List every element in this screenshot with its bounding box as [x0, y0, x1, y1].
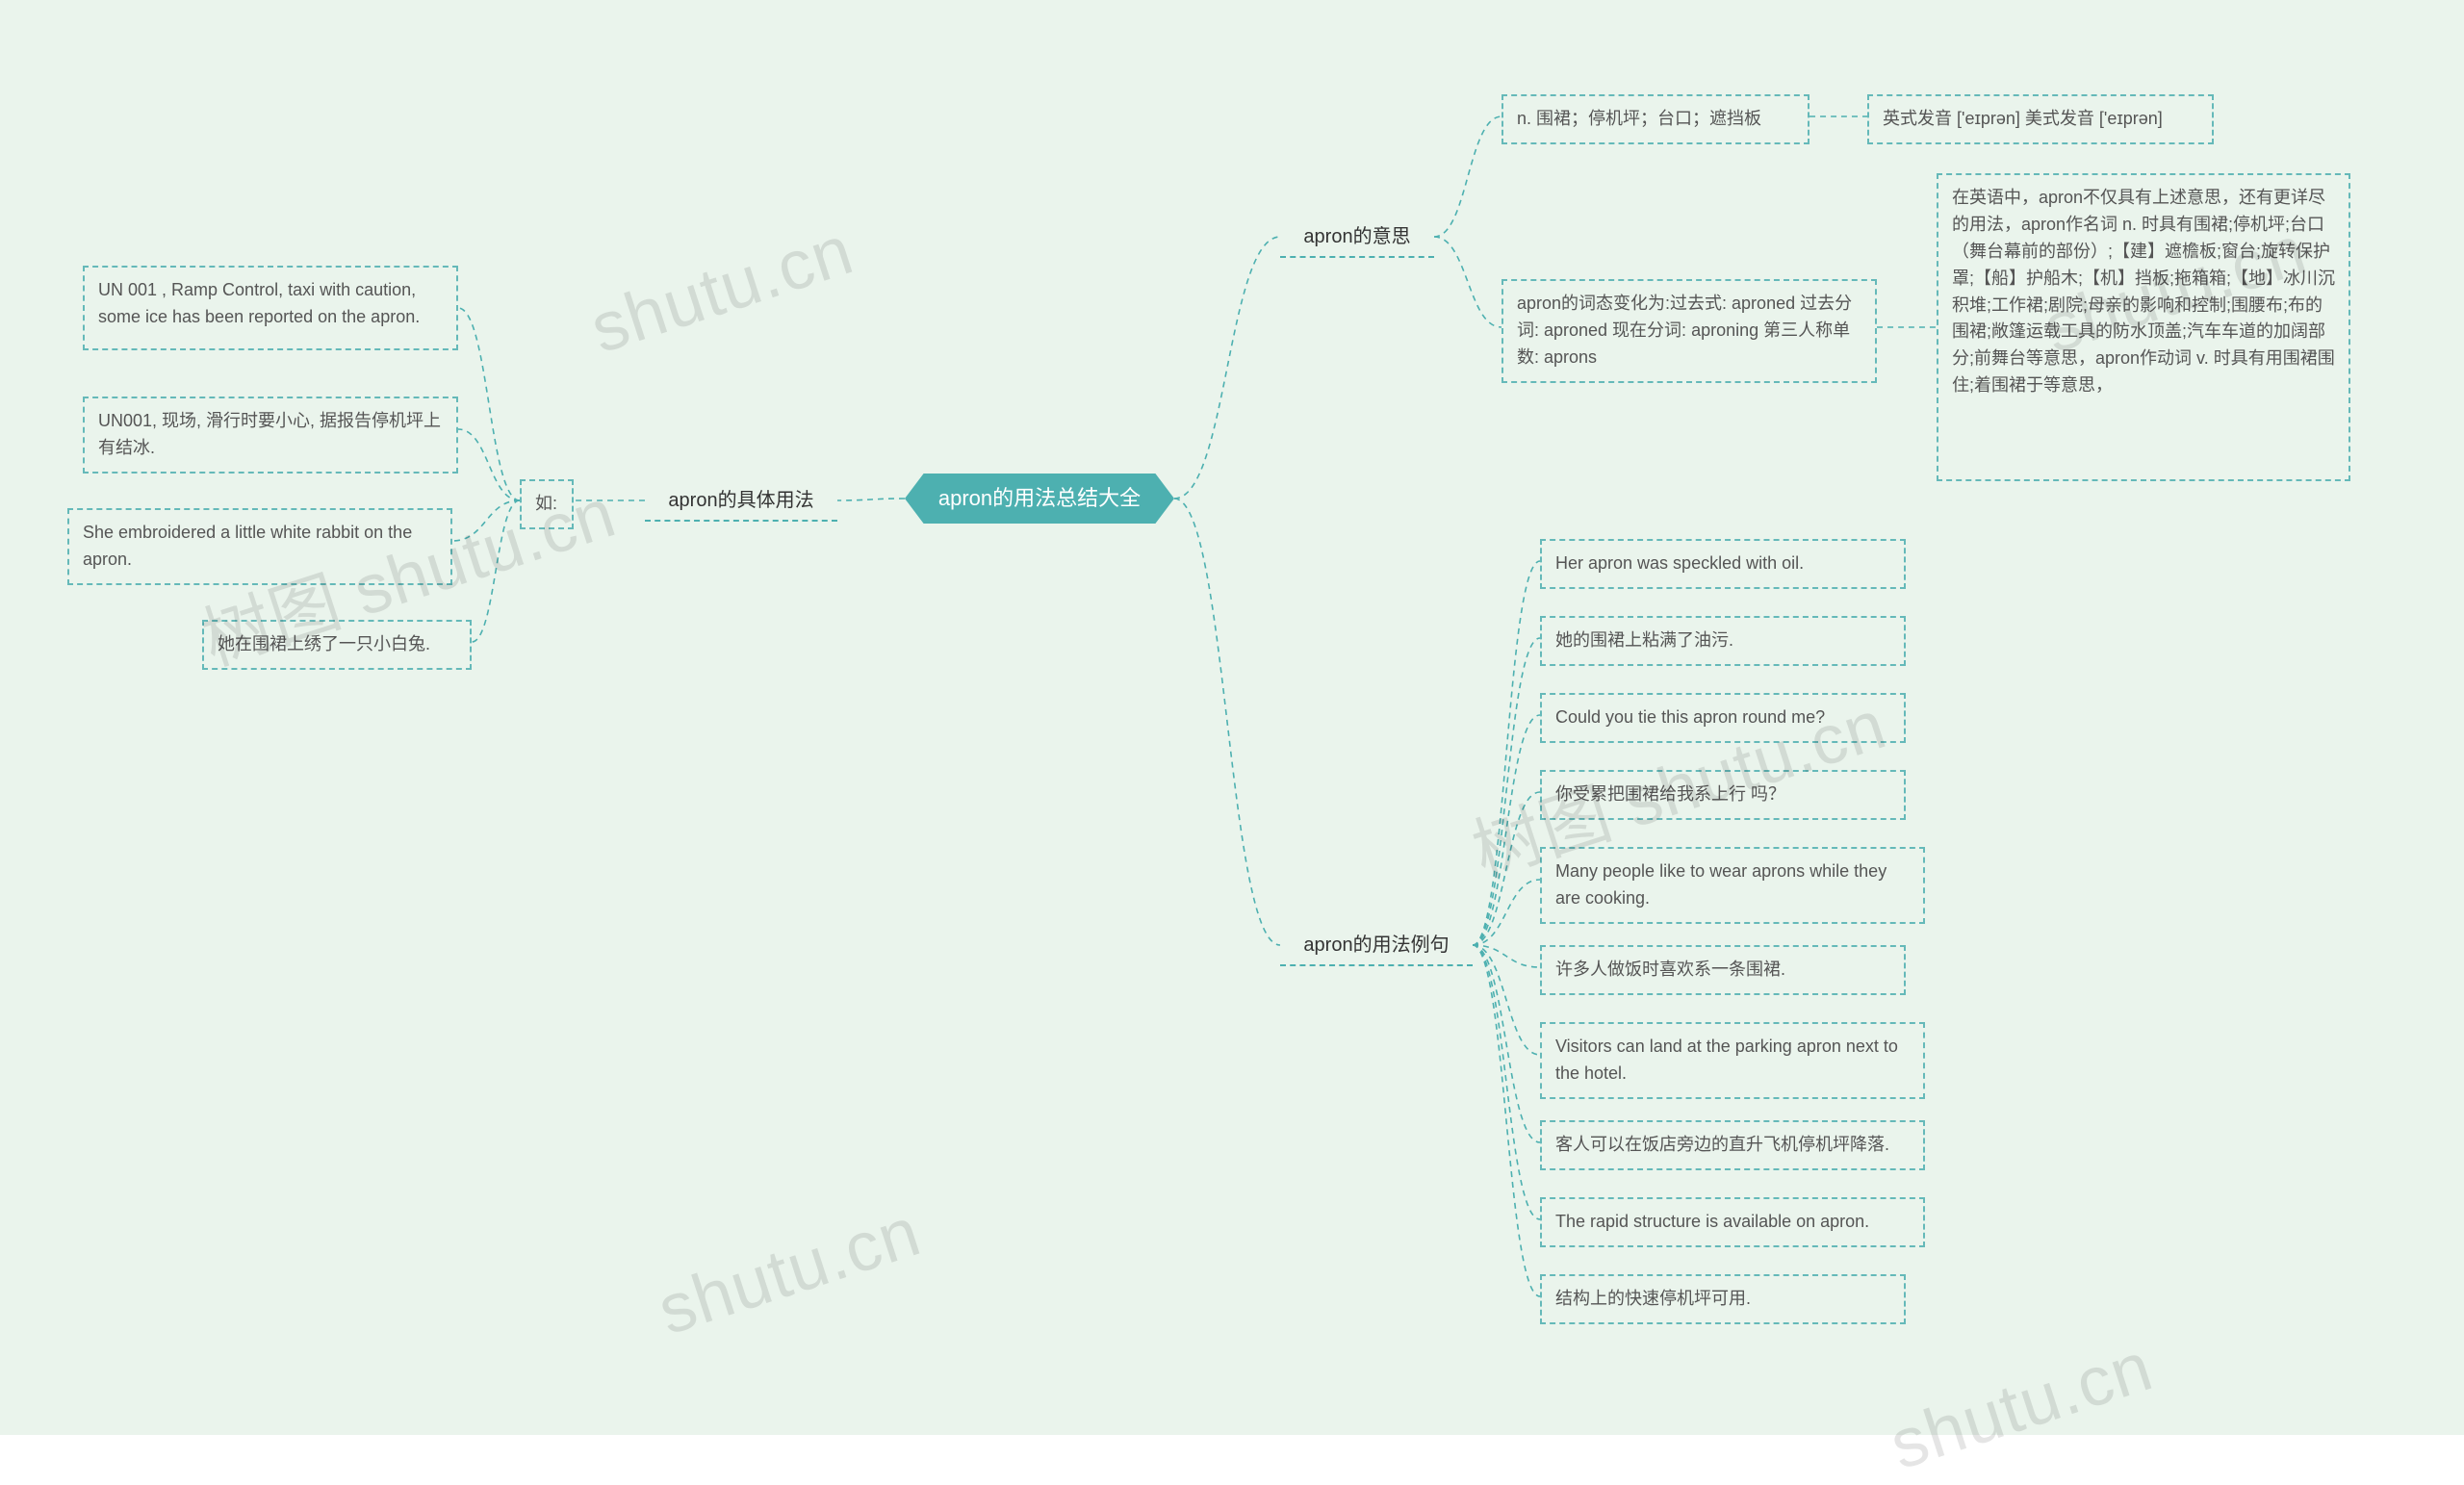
leaf-usage-eg: 如:	[520, 479, 574, 529]
branch-usage: apron的具体用法	[645, 479, 837, 522]
leaf-meaning-pron: 英式发音 ['eɪprən] 美式发音 ['eɪprən]	[1867, 94, 2214, 144]
leaf-eg2: UN001, 现场, 滑行时要小心, 据报告停机坪上有结冰.	[83, 397, 458, 474]
leaf-ex5: Many people like to wear aprons while th…	[1540, 847, 1925, 924]
leaf-ex9: The rapid structure is available on apro…	[1540, 1197, 1925, 1247]
root-label: apron的用法总结大全	[938, 486, 1141, 510]
leaf-eg3: She embroidered a little white rabbit on…	[67, 508, 452, 585]
leaf-ex4: 你受累把围裙给我系上行 吗？	[1540, 770, 1906, 820]
leaf-ex10: 结构上的快速停机坪可用.	[1540, 1274, 1906, 1324]
leaf-ex8: 客人可以在饭店旁边的直升飞机停机坪降落.	[1540, 1120, 1925, 1170]
leaf-ex7: Visitors can land at the parking apron n…	[1540, 1022, 1925, 1099]
root-node: apron的用法总结大全	[905, 474, 1174, 524]
leaf-eg1: UN 001 , Ramp Control, taxi with caution…	[83, 266, 458, 350]
leaf-meaning-pos: n. 围裙；停机坪；台口；遮挡板	[1502, 94, 1810, 144]
watermark-3: shutu.cn	[1881, 1327, 2162, 1485]
leaf-ex1: Her apron was speckled with oil.	[1540, 539, 1906, 589]
leaf-ex6: 许多人做饭时喜欢系一条围裙.	[1540, 945, 1906, 995]
branch-examples: apron的用法例句	[1280, 924, 1473, 966]
mindmap-canvas: apron的用法总结大全 apron的意思 n. 围裙；停机坪；台口；遮挡板 英式发…	[0, 0, 2464, 1435]
leaf-eg4: 她在围裙上绣了一只小白兔.	[202, 620, 472, 670]
leaf-ex2: 她的围裙上粘满了油污.	[1540, 616, 1906, 666]
watermark-4: shutu.cn	[649, 1192, 930, 1351]
branch-meaning: apron的意思	[1280, 216, 1434, 258]
leaf-meaning-inflect: apron的词态变化为:过去式: aproned 过去分词: aproned 现…	[1502, 279, 1877, 383]
leaf-ex3: Could you tie this apron round me?	[1540, 693, 1906, 743]
watermark-1: shutu.cn	[581, 211, 862, 370]
leaf-meaning-detail: 在英语中，apron不仅具有上述意思，还有更详尽的用法，apron作名词 n. …	[1937, 173, 2350, 481]
